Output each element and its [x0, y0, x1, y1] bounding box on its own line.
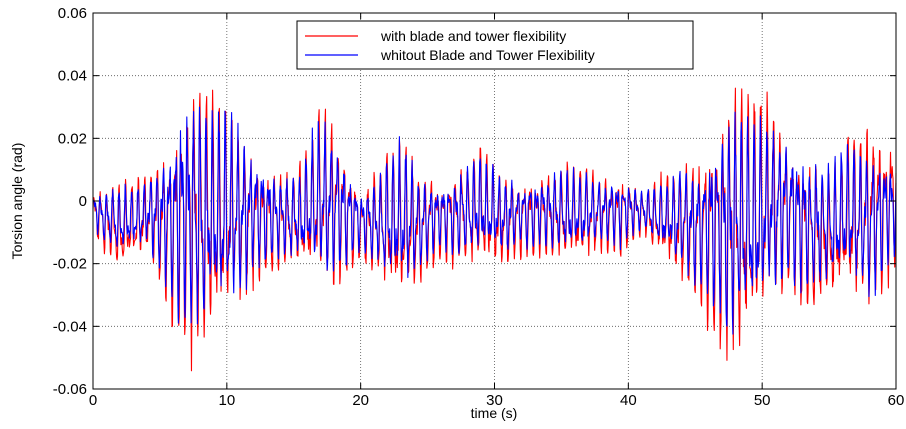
series-layer — [92, 87, 897, 372]
y-tick-label: 0.04 — [58, 68, 87, 85]
y-tick-label: 0.02 — [58, 130, 87, 147]
x-axis-label: time (s) — [471, 405, 518, 421]
x-tick-label: 50 — [754, 392, 771, 409]
legend-label-without-flex: whitout Blade and Tower Flexibility — [380, 47, 595, 63]
legend: with blade and tower flexibility whitout… — [296, 20, 694, 70]
x-tick-label: 30 — [486, 392, 503, 409]
x-tick-label: 20 — [352, 392, 369, 409]
x-tick-label: 0 — [89, 392, 97, 409]
series-without-flexibility — [92, 106, 897, 335]
legend-box — [296, 20, 694, 70]
y-tick-label: 0 — [79, 193, 87, 210]
y-tick-label: -0.02 — [53, 256, 87, 273]
x-tick-label: 40 — [620, 392, 637, 409]
y-tick-label: -0.06 — [53, 381, 87, 398]
axis-ticks: 0 10 20 30 40 50 60 -0.06 -0.04 -0.02 0 0.02 0.04 0.0… — [53, 5, 905, 409]
x-tick-label: 10 — [218, 392, 235, 409]
y-tick-label: -0.04 — [53, 318, 87, 335]
y-axis-label: Torsion angle (rad) — [9, 143, 25, 260]
x-tick-label: 60 — [888, 392, 905, 409]
y-tick-label: 0.06 — [58, 5, 87, 22]
legend-label-with-flex: with blade and tower flexibility — [380, 28, 566, 44]
